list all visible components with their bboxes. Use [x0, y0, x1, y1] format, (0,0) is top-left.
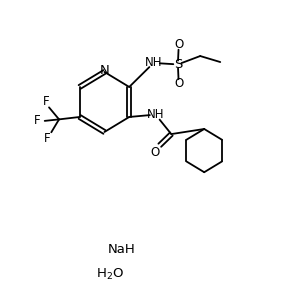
Text: O: O [151, 146, 160, 159]
Text: NH: NH [145, 56, 162, 69]
Text: H$_2$O: H$_2$O [96, 267, 124, 282]
Text: F: F [34, 114, 41, 127]
Text: F: F [44, 132, 51, 145]
Text: F: F [43, 95, 49, 108]
Text: S: S [174, 58, 182, 71]
Text: O: O [174, 38, 183, 52]
Text: N: N [99, 64, 109, 77]
Text: NaH: NaH [108, 243, 136, 255]
Text: NH: NH [147, 108, 164, 121]
Text: O: O [174, 78, 183, 91]
